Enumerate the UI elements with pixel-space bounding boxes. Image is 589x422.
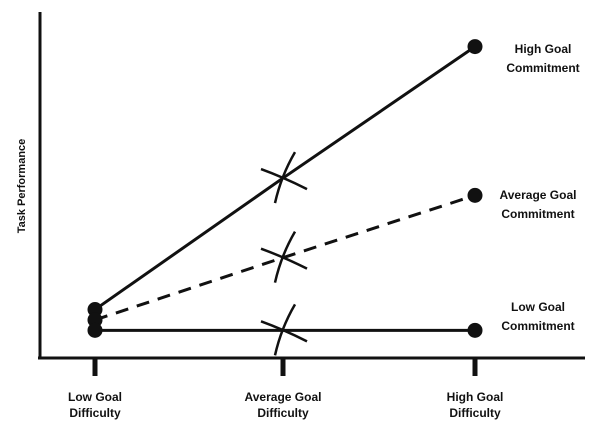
crossing-marker-low	[260, 303, 308, 356]
series-label-average-2: Commitment	[501, 207, 574, 221]
series-label-low: Low Goal	[511, 300, 565, 314]
x-tick-labels: Low Goal Difficulty Average Goal Difficu…	[68, 390, 503, 420]
y-axis-label: Task Performance	[16, 139, 28, 234]
crossing-marker-high	[260, 151, 308, 204]
data-point-high-2	[467, 39, 483, 55]
series-label-low-2: Commitment	[501, 319, 574, 333]
crossing-markers	[260, 151, 308, 356]
x-ticks	[92, 358, 478, 376]
data-point-average-0	[87, 312, 103, 328]
crossing-marker-average	[260, 231, 308, 283]
series-label-average: Average Goal	[500, 188, 577, 202]
x-tick-label-average: Average Goal	[245, 390, 322, 404]
x-tick-label-high-2: Difficulty	[449, 406, 501, 420]
x-tick-label-high: High Goal	[447, 390, 504, 404]
data-point-average-2	[467, 187, 483, 203]
series-lines	[94, 45, 476, 332]
x-tick-label-low-2: Difficulty	[69, 406, 121, 420]
data-point-low-0	[87, 322, 103, 338]
series-label-high-2: Commitment	[506, 61, 579, 75]
series-labels: High Goal Commitment Average Goal Commit…	[500, 42, 580, 333]
data-point-low-2	[467, 322, 483, 338]
series-label-high: High Goal	[515, 42, 572, 56]
x-tick-label-average-2: Difficulty	[257, 406, 309, 420]
data-points	[87, 39, 483, 338]
x-tick-label-low: Low Goal	[68, 390, 122, 404]
data-point-high-0	[87, 302, 103, 318]
